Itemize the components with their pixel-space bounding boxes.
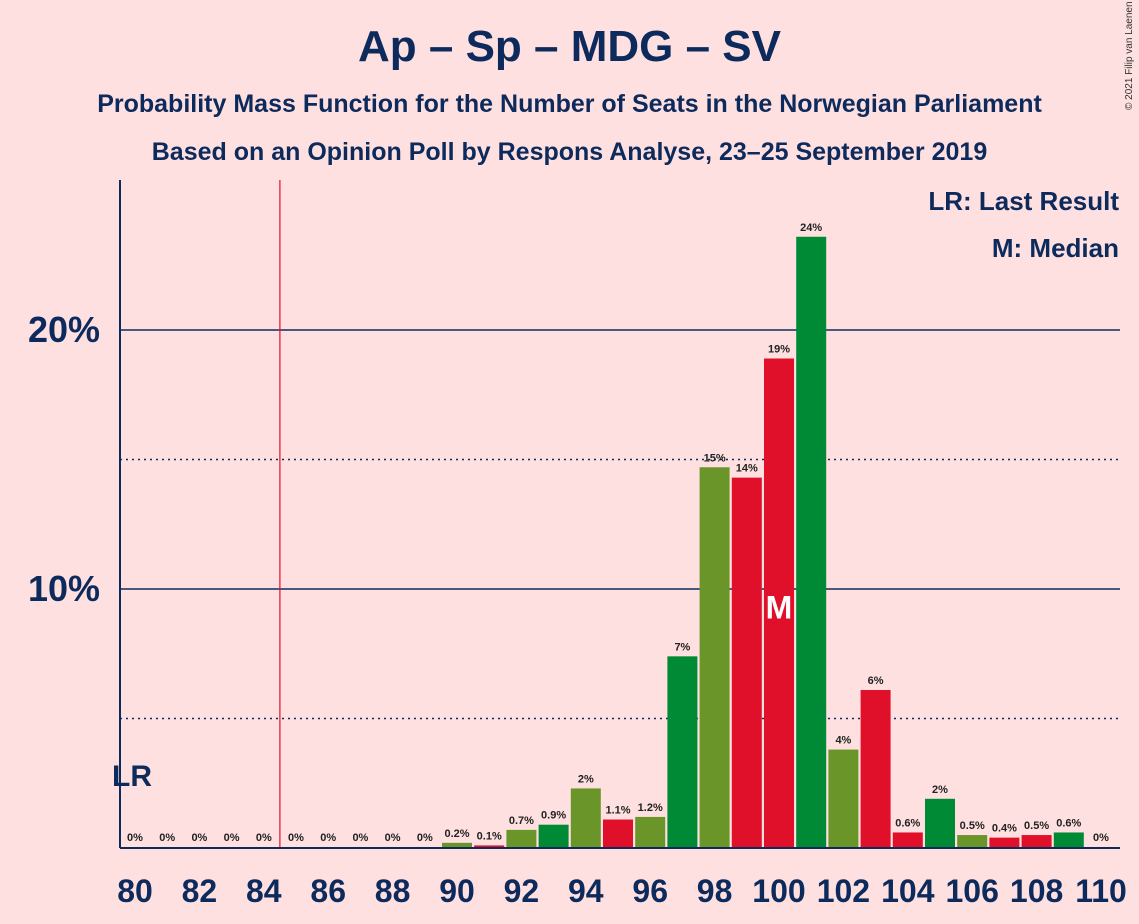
legend-last-result: LR: Last Result (928, 186, 1119, 216)
x-tick-label: 84 (246, 873, 282, 909)
bar-label-seat-108: 0.5% (1024, 820, 1049, 832)
x-tick-label: 106 (946, 873, 999, 909)
bar-label-seat-81: 0% (159, 832, 175, 844)
bar-seat-97 (667, 656, 698, 848)
bar-seat-99 (731, 477, 762, 848)
bar-seat-98 (699, 467, 730, 848)
bar-label-seat-88: 0% (385, 832, 401, 844)
bar-label-seat-103: 6% (868, 675, 884, 687)
bar-label-seat-91: 0.1% (477, 830, 502, 842)
bar-label-seat-102: 4% (835, 735, 851, 747)
x-tick-label: 90 (439, 873, 475, 909)
bar-seat-96 (635, 816, 666, 848)
bar-label-seat-90: 0.2% (444, 828, 469, 840)
x-tick-label: 86 (310, 873, 346, 909)
x-tick-label: 94 (568, 873, 604, 909)
bar-seat-104 (892, 832, 923, 848)
bar-label-seat-97: 7% (674, 641, 690, 653)
bar-seat-107 (989, 837, 1020, 848)
bar-seat-95 (603, 819, 633, 848)
chart-title: Ap – Sp – MDG – SV (358, 22, 781, 71)
bar-label-seat-98: 15% (704, 452, 726, 464)
bar-seat-91 (474, 845, 505, 848)
bar-seat-92 (506, 829, 537, 848)
x-tick-label: 104 (881, 873, 935, 909)
y-tick-label: 10% (28, 568, 100, 609)
bar-label-seat-106: 0.5% (960, 820, 985, 832)
bar-seat-102 (828, 749, 859, 848)
bar-seat-103 (860, 690, 891, 848)
bar-label-seat-94: 2% (578, 773, 594, 785)
bar-seat-100 (764, 358, 794, 848)
bar-label-seat-104: 0.6% (895, 817, 920, 829)
bar-seat-106 (957, 835, 988, 848)
bar-label-seat-89: 0% (417, 832, 433, 844)
bar-label-seat-110: 0% (1093, 832, 1109, 844)
chart-subtitle: Probability Mass Function for the Number… (97, 90, 1042, 118)
bar-label-seat-80: 0% (127, 832, 143, 844)
median-marker: M (766, 589, 793, 625)
bar-label-seat-85: 0% (288, 832, 304, 844)
bar-label-seat-105: 2% (932, 784, 948, 796)
bar-label-seat-100: 19% (768, 343, 790, 355)
bar-seat-108 (1021, 835, 1052, 848)
x-tick-label: 108 (1010, 873, 1063, 909)
bar-seat-93 (538, 824, 569, 848)
bar-seat-109 (1053, 832, 1084, 848)
bar-label-seat-87: 0% (352, 832, 368, 844)
x-tick-label: 92 (504, 873, 540, 909)
x-tick-label: 96 (632, 873, 668, 909)
bar-label-seat-109: 0.6% (1056, 817, 1081, 829)
bar-label-seat-83: 0% (224, 832, 240, 844)
bar-label-seat-96: 1.2% (638, 802, 663, 814)
x-tick-label: 98 (697, 873, 733, 909)
y-tick-label: 20% (28, 309, 100, 350)
x-tick-label: 88 (375, 873, 411, 909)
x-tick-label: 102 (817, 873, 870, 909)
bar-seat-105 (925, 798, 955, 848)
bar-label-seat-84: 0% (256, 832, 272, 844)
x-tick-label: 80 (117, 873, 153, 909)
bar-label-seat-99: 14% (736, 463, 758, 475)
bar-label-seat-86: 0% (320, 832, 336, 844)
bar-label-seat-101: 24% (800, 222, 822, 234)
bar-label-seat-82: 0% (191, 832, 207, 844)
bar-seat-90 (442, 842, 472, 848)
x-tick-label: 110 (1075, 873, 1127, 909)
bar-label-seat-92: 0.7% (509, 815, 534, 827)
bar-seat-101 (796, 236, 827, 848)
bar-label-seat-107: 0.4% (992, 823, 1017, 835)
bar-label-seat-95: 1.1% (605, 805, 630, 817)
x-tick-label: 100 (752, 873, 805, 909)
bar-label-seat-93: 0.9% (541, 810, 566, 822)
bar-seat-94 (570, 788, 601, 848)
x-tick-label: 82 (182, 873, 218, 909)
legend-median: M: Median (991, 233, 1119, 263)
last-result-marker: LR (112, 760, 152, 793)
chart-subtitle-poll: Based on an Opinion Poll by Respons Anal… (151, 138, 988, 166)
